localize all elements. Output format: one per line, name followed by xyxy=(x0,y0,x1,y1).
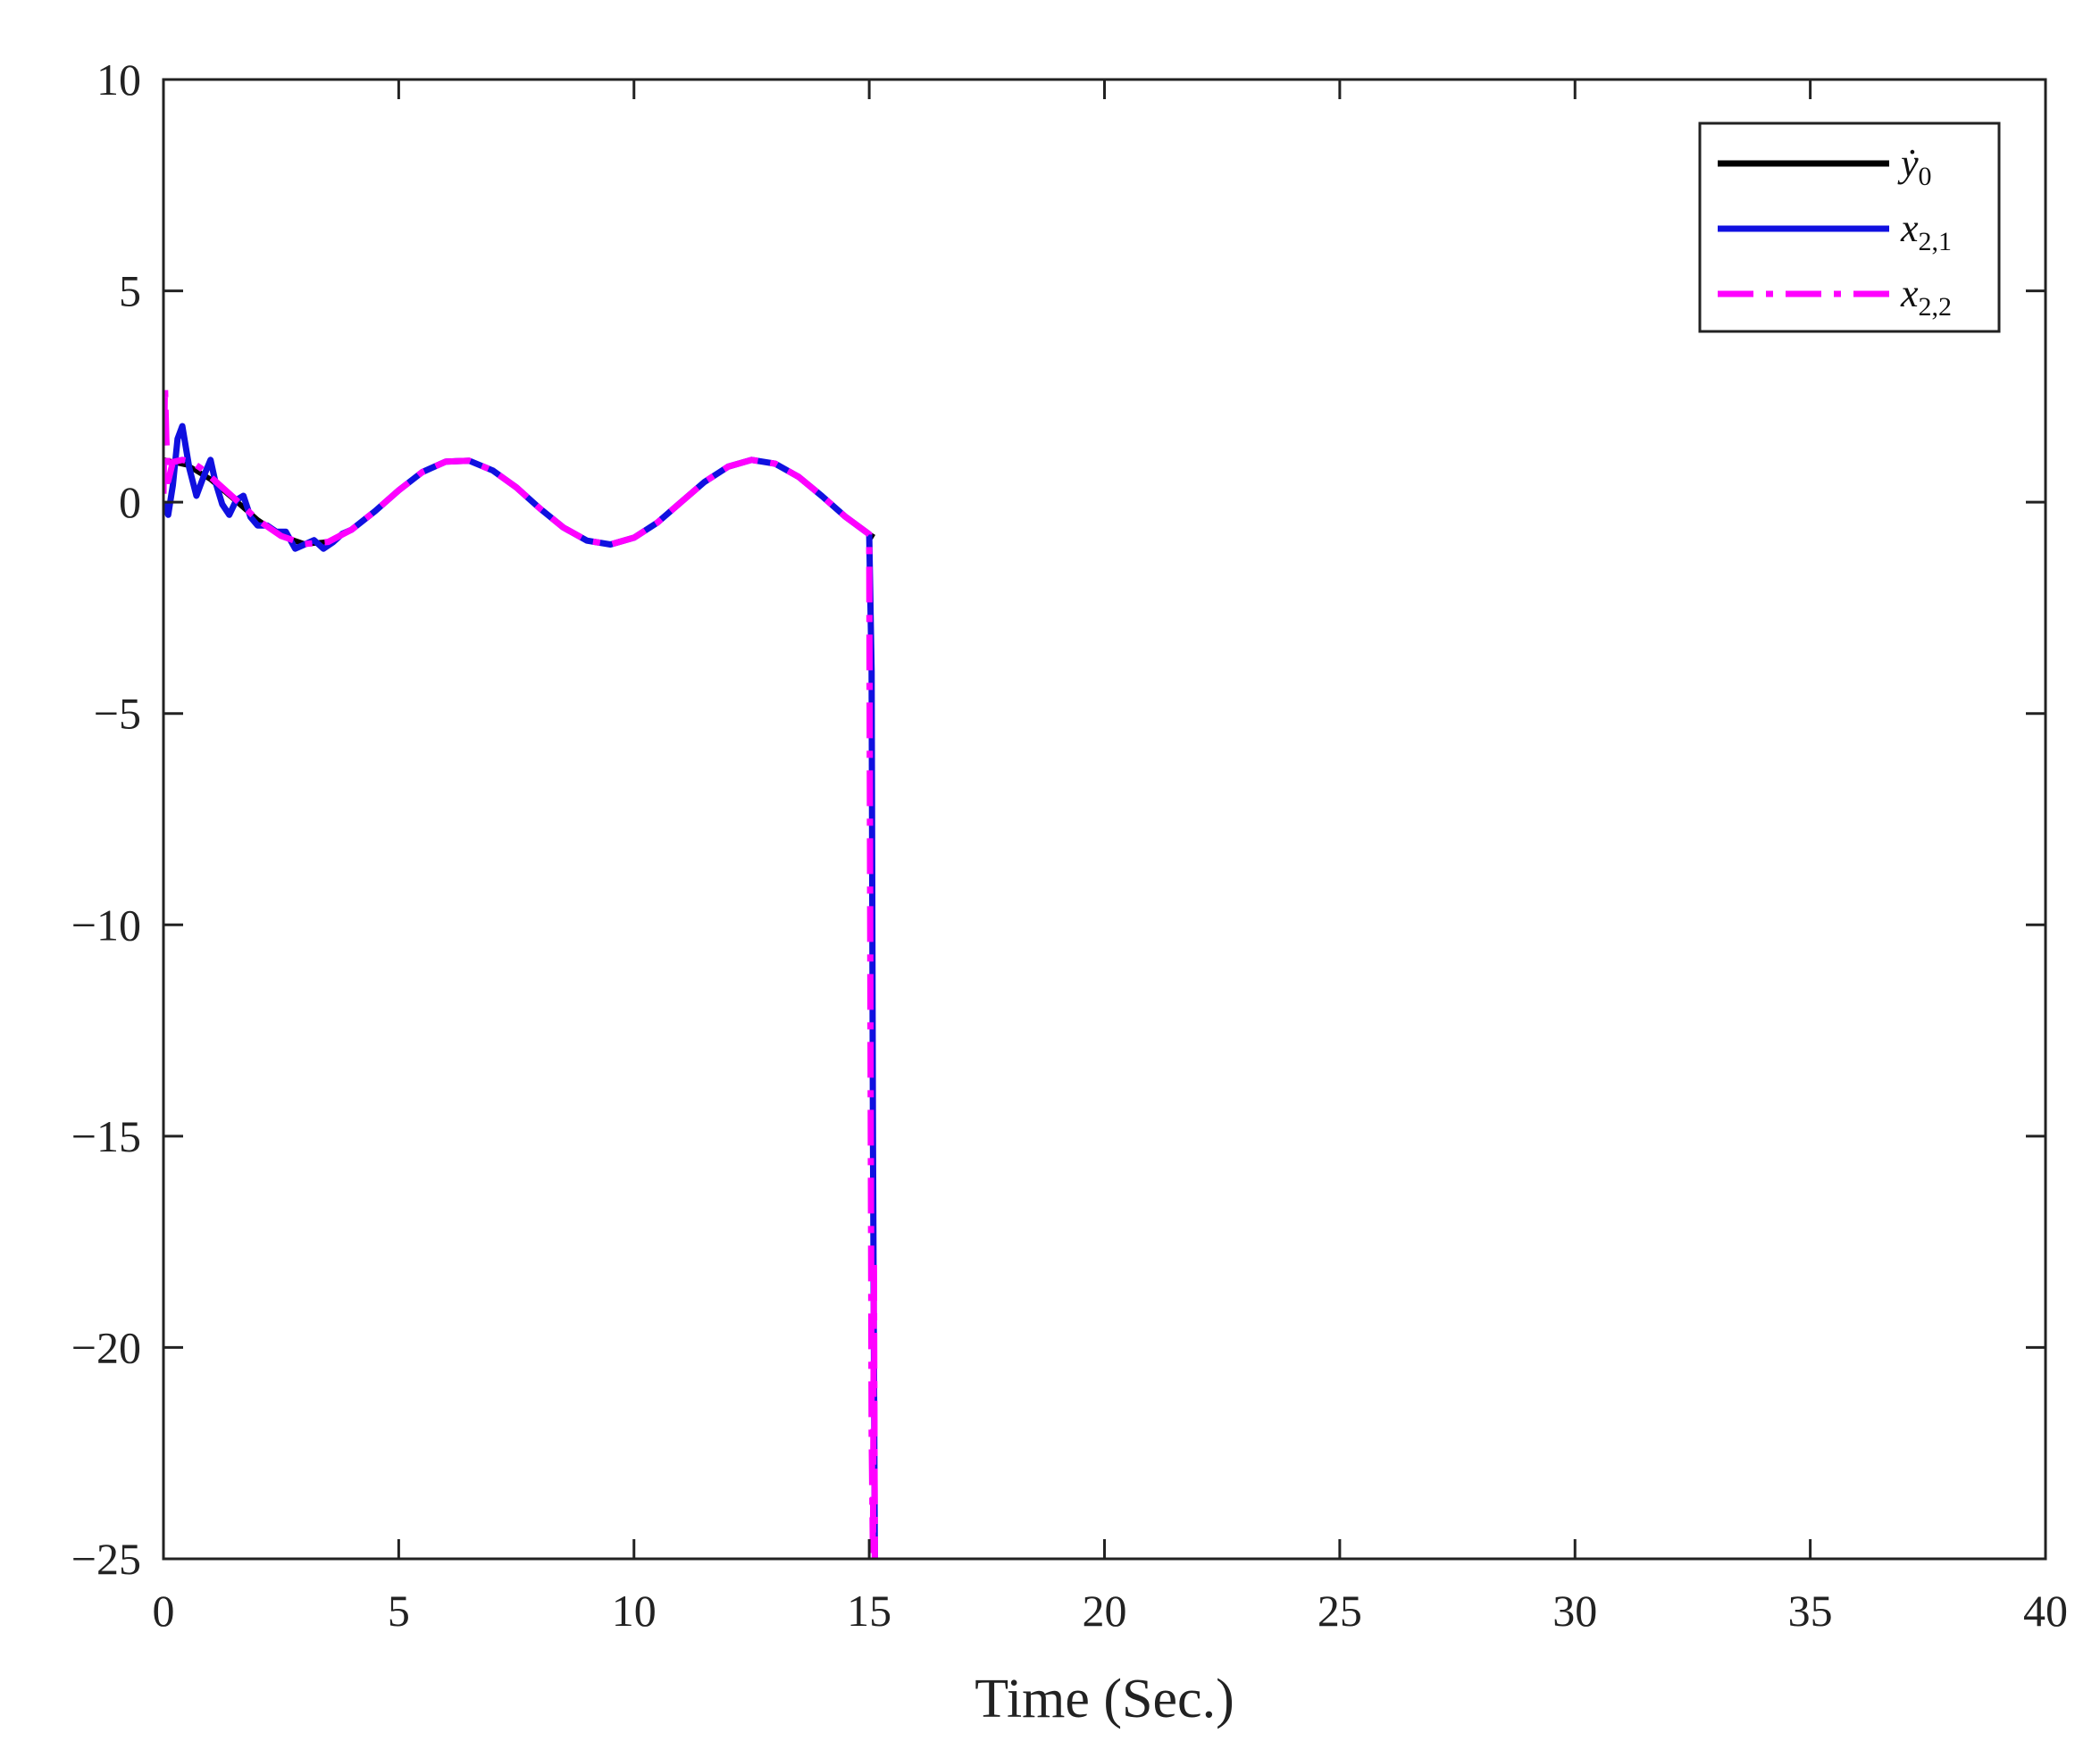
legend-label-1: ẏ0 xyxy=(1897,141,1932,191)
y-tick-label: 0 xyxy=(119,477,141,527)
legend-label-2: x2,1 xyxy=(1900,206,1952,256)
legend-label-main: x xyxy=(1900,206,1919,250)
series-line-3 xyxy=(163,381,878,1561)
y-tick-label: −20 xyxy=(71,1322,141,1372)
y-tick-label: −5 xyxy=(94,689,141,739)
y-tick-label: −10 xyxy=(71,900,141,950)
x-tick-label: 25 xyxy=(1318,1586,1362,1636)
legend-label-3: x2,2 xyxy=(1900,272,1952,322)
x-tick-label: 20 xyxy=(1083,1586,1127,1636)
legend-label-subscript: 2,2 xyxy=(1919,292,1953,322)
y-tick-label: 5 xyxy=(119,266,141,316)
x-tick-label: 0 xyxy=(153,1586,175,1636)
legend-label-main: x xyxy=(1900,272,1919,315)
legend-label-subscript: 0 xyxy=(1919,162,1932,191)
y-tick-label: −25 xyxy=(71,1534,141,1584)
x-tick-label: 40 xyxy=(2023,1586,2068,1636)
x-tick-label: 5 xyxy=(388,1586,410,1636)
x-axis-title: Time (Sec.) xyxy=(975,1669,1234,1729)
legend-label-subscript: 2,1 xyxy=(1919,227,1953,256)
y-tick-label: 10 xyxy=(96,54,141,105)
series-layer xyxy=(163,381,878,1561)
x-tick-label: 30 xyxy=(1552,1586,1597,1636)
x-tick-label: 10 xyxy=(612,1586,657,1636)
x-tick-label: 35 xyxy=(1788,1586,1833,1636)
legend-label-main: ẏ xyxy=(1897,141,1919,185)
y-tick-label: −15 xyxy=(71,1111,141,1161)
ticks-layer: 0 5 10 15 20 25 30 35 40 −25 −20 −15 −10 −5 0 5 10 xyxy=(71,54,2068,1636)
x-tick-label: 15 xyxy=(847,1586,891,1636)
